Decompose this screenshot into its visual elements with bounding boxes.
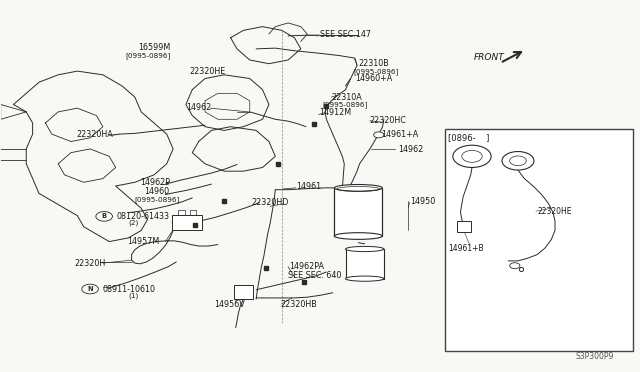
Text: 22310A: 22310A <box>332 93 362 102</box>
Text: [0995-0896]: [0995-0896] <box>135 197 180 203</box>
Text: [0995-0896]: [0995-0896] <box>353 68 399 75</box>
Bar <box>334 188 382 236</box>
Text: [0995-0896]: [0995-0896] <box>125 52 170 58</box>
Circle shape <box>509 263 520 269</box>
Text: 14962P: 14962P <box>140 178 170 187</box>
Circle shape <box>374 132 384 138</box>
Text: 14962PA: 14962PA <box>289 262 324 271</box>
Bar <box>234 285 253 299</box>
Text: 22310B: 22310B <box>358 59 389 68</box>
Bar <box>189 211 196 215</box>
Text: 14962: 14962 <box>398 145 423 154</box>
Text: B: B <box>102 214 107 219</box>
Text: 08911-10610: 08911-10610 <box>103 285 156 294</box>
Ellipse shape <box>334 233 382 239</box>
Text: 22320HC: 22320HC <box>370 116 406 125</box>
Text: (1): (1) <box>129 292 139 299</box>
Text: [0896-    ]: [0896- ] <box>448 133 489 142</box>
Bar <box>172 215 202 231</box>
Circle shape <box>502 151 534 170</box>
Bar <box>445 129 633 351</box>
Circle shape <box>462 150 482 162</box>
Circle shape <box>509 156 526 166</box>
Ellipse shape <box>346 246 384 251</box>
Text: 14912M: 14912M <box>319 109 351 118</box>
Text: 22320H: 22320H <box>74 259 106 267</box>
Text: 14961+B: 14961+B <box>448 244 483 253</box>
Text: 16599M: 16599M <box>138 43 170 52</box>
Text: 14961+A: 14961+A <box>381 130 418 140</box>
Text: FRONT: FRONT <box>473 52 504 61</box>
Text: 22320HE: 22320HE <box>189 67 225 76</box>
Text: (2): (2) <box>129 220 139 226</box>
Text: 22320HD: 22320HD <box>251 198 289 207</box>
Text: 14960: 14960 <box>145 187 170 196</box>
Text: 22320HA: 22320HA <box>76 130 113 140</box>
Text: SEE SEC. 640: SEE SEC. 640 <box>288 271 342 280</box>
Text: S3P300P9: S3P300P9 <box>575 352 614 361</box>
Ellipse shape <box>346 276 384 281</box>
Text: [0995-0896]: [0995-0896] <box>323 101 368 108</box>
Text: 22320HB: 22320HB <box>280 300 317 309</box>
Text: 14960+A: 14960+A <box>355 74 392 83</box>
Bar <box>458 221 471 232</box>
Text: 22320HE: 22320HE <box>537 207 572 216</box>
Text: 14962: 14962 <box>186 103 211 112</box>
Text: 14950: 14950 <box>410 197 435 206</box>
Text: N: N <box>87 286 93 292</box>
Bar <box>346 249 384 279</box>
Text: 14956V: 14956V <box>214 300 245 309</box>
Text: 14957M: 14957M <box>127 237 159 246</box>
Ellipse shape <box>334 185 382 191</box>
Bar <box>178 211 184 215</box>
Text: SEE SEC.147: SEE SEC.147 <box>320 29 371 39</box>
Text: 14961: 14961 <box>296 182 321 191</box>
Text: 08120-61433: 08120-61433 <box>117 212 170 221</box>
Circle shape <box>453 145 491 167</box>
